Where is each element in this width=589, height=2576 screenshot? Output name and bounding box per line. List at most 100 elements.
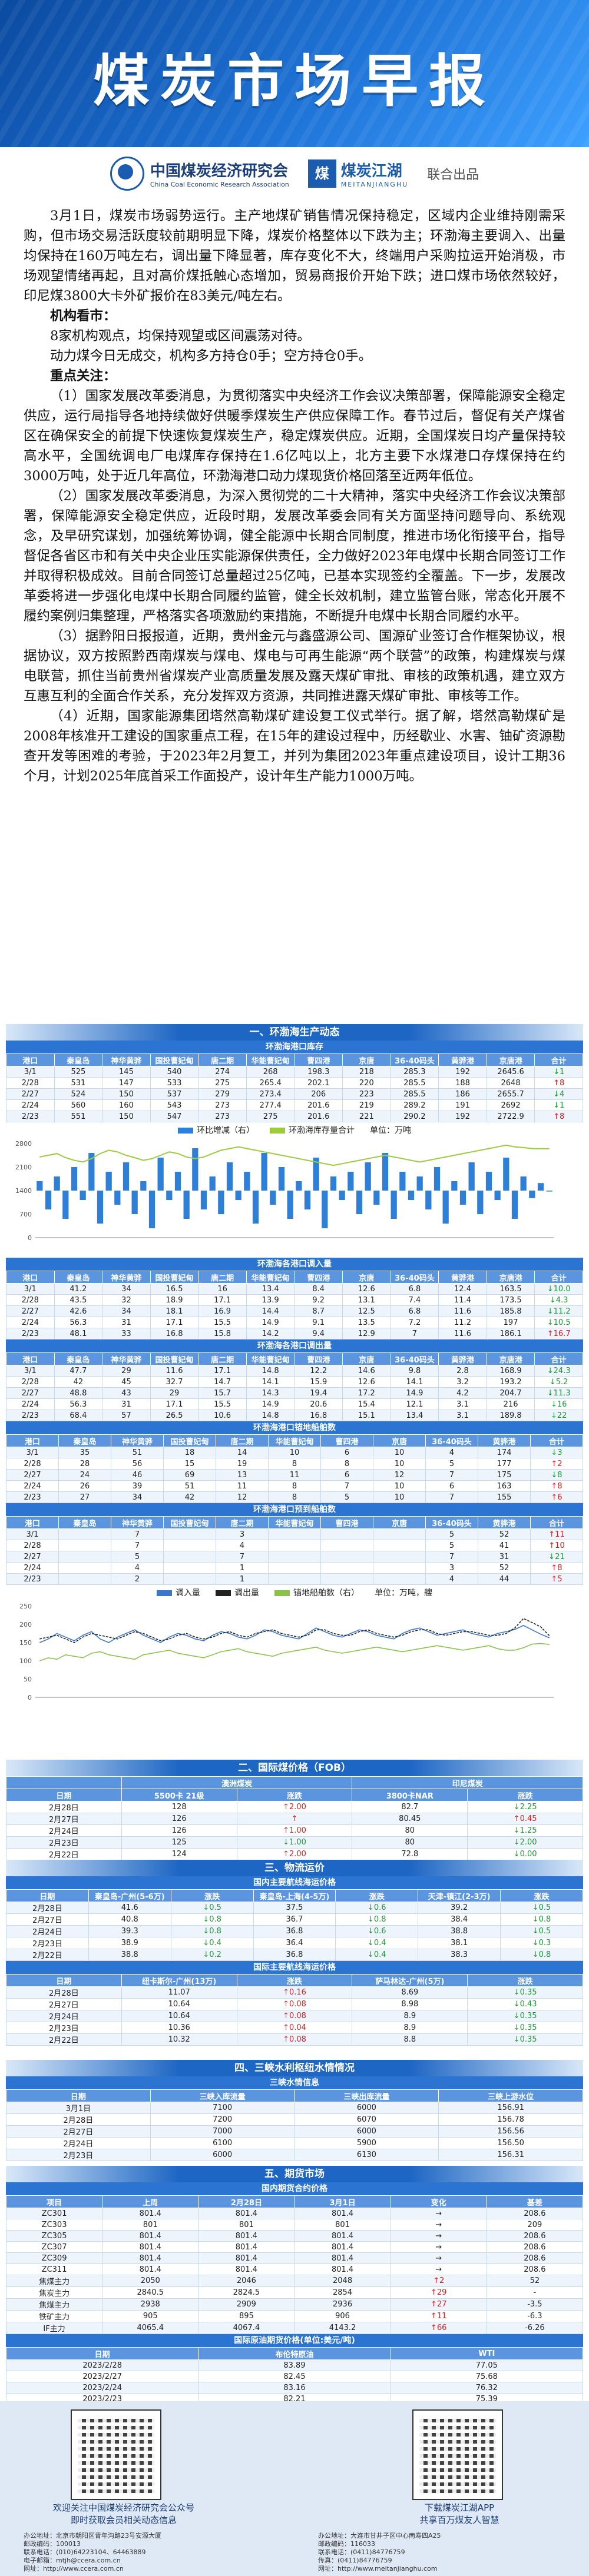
table-cell: 52 bbox=[486, 2275, 584, 2287]
table-row: 2/23 48.1 33 16.8 15.8 14.2 9.4 12.9 7 11.6 186.1 ↑… bbox=[6, 1328, 583, 1339]
table-cell: 36.4 bbox=[253, 1937, 336, 1949]
table-cell: 8.8 bbox=[352, 2033, 468, 2046]
ccera-qr-code[interactable] bbox=[71, 2409, 161, 2500]
footer-info-left: 办公地址：北京市朝阳区青年沟路23号安源大厦 邮政编码：100013 联系电话：… bbox=[24, 2532, 161, 2573]
table-cell: 18 bbox=[163, 1447, 216, 1458]
table-cell: 17.1 bbox=[198, 1294, 247, 1306]
column-header: 上周 bbox=[102, 2195, 199, 2208]
table-cell: ↓0.6 bbox=[335, 1925, 419, 1937]
table-cell: 801.4 bbox=[102, 2230, 199, 2242]
table-cell: 543 bbox=[150, 1099, 199, 1111]
table-cell: 7 bbox=[425, 1491, 478, 1503]
table-cell: 2936 bbox=[294, 2298, 391, 2311]
table-row: 2月23日 6000 6130 156.31 bbox=[6, 2149, 583, 2161]
legend-item: 调出量 bbox=[216, 1587, 259, 1598]
column-header: 三峡上游水位 bbox=[438, 2089, 583, 2102]
table-cell: 10 bbox=[373, 1458, 426, 1470]
table-row: 2月22日 38.8 ↓0.2 36.8 ↓0.4 38.3 ↓0.8 bbox=[6, 1949, 583, 1961]
table-row: 2/23 551 150 547 273 275 201.6 221 290.2 192 2722.… bbox=[6, 1111, 583, 1122]
table-cell: 2648 bbox=[486, 1077, 535, 1089]
meitanjianghu-logo-icon: 煤 bbox=[307, 159, 336, 188]
table-cell: 7.4 bbox=[390, 1294, 439, 1306]
table-cell: 2/24 bbox=[6, 1099, 55, 1111]
inflow-table: 港口 秦皇岛 神华黄骅 国投曹妃甸 唐二期 华能曹妃甸 曹四港 京唐 36-40码头 黄骅港 京唐港… bbox=[6, 1271, 583, 1339]
inventory-chart: 环比增减（右） 环渤海库存量合计 单位：万吨 0 700 1400 2100 2800 bbox=[6, 1122, 583, 1258]
table-cell: 801.4 bbox=[102, 2241, 199, 2253]
table-cell: ↓0.8 bbox=[170, 1913, 254, 1926]
table-cell: 焦煤主力 bbox=[5, 2298, 103, 2311]
table-cell: 76.32 bbox=[390, 2382, 584, 2394]
table-cell: 7 bbox=[320, 1480, 373, 1492]
table-row: 2023/2/24 83.16 76.32 bbox=[5, 2382, 584, 2394]
table-cell: 13.4 bbox=[246, 1283, 295, 1295]
table-cell: 39.2 bbox=[418, 1902, 501, 1914]
change-bar bbox=[37, 1181, 43, 1191]
column-header: 华能曹妃甸 bbox=[246, 1271, 295, 1284]
column-header: 神华黄骅 bbox=[111, 1516, 164, 1529]
column-header: 唐二期 bbox=[216, 1434, 269, 1447]
table-cell: 2月27日 bbox=[6, 1998, 122, 2010]
table-cell: ↓0.8 bbox=[335, 1913, 419, 1926]
table-cell: 2月22日 bbox=[6, 1848, 122, 1860]
table-cell: 12.4 bbox=[438, 1283, 487, 1295]
table-row: 3/1 7 3 5 52 ↑11 bbox=[6, 1528, 583, 1540]
table-cell: 43 bbox=[102, 1387, 151, 1399]
ccera-name: 中国煤炭经济研究会 bbox=[150, 162, 288, 180]
intro-paragraph: （2）国家发展改革委消息，为深入贯彻党的二十大精神，落实中央经济工作会议决策部署… bbox=[24, 488, 565, 624]
table-cell: 221 bbox=[342, 1111, 391, 1122]
table-cell: 10.32 bbox=[121, 2033, 237, 2046]
column-header: 黄骅港 bbox=[438, 1271, 487, 1284]
app-qr-code[interactable] bbox=[412, 2409, 503, 2500]
table-cell: 156.50 bbox=[438, 2137, 583, 2149]
caption-line: 欢迎关注中国煤炭经济研究会公众号 bbox=[52, 2502, 194, 2513]
table-cell: 2月24日 bbox=[6, 2010, 122, 2022]
column-header: 国投曹妃甸 bbox=[150, 1053, 199, 1066]
table-row: 3/1 525 145 540 274 268 198.3 218 285.3 192 2645.6… bbox=[6, 1066, 583, 1078]
table-cell: 2/27 bbox=[6, 1305, 55, 1317]
column-header: 秦皇岛-广州(5-6万) bbox=[88, 1889, 171, 1902]
info-line: 办公地址：大连市甘井子区中心南寿四A25 bbox=[318, 2532, 441, 2540]
table-cell: 273 bbox=[198, 1111, 247, 1122]
column-header: 变化 bbox=[390, 2195, 487, 2208]
footer: 欢迎关注中国煤炭经济研究会公众号 即时获取会员相关动态信息 下载煤炭江湖APP … bbox=[0, 2401, 589, 2576]
change-bar bbox=[71, 1167, 78, 1191]
table-cell: 52 bbox=[478, 1528, 531, 1540]
table-title: 三峡水情信息 bbox=[6, 2076, 583, 2089]
footer-caption-right: 下载煤炭江湖APP 共享百万煤友人智慧 bbox=[336, 2501, 583, 2526]
table-cell: 186 bbox=[438, 1088, 487, 1100]
table-cell: 41.2 bbox=[54, 1283, 103, 1295]
table-cell: 6070 bbox=[294, 2113, 439, 2126]
change-bar bbox=[348, 1172, 354, 1191]
table-cell: 13.4 bbox=[390, 1410, 439, 1421]
table-cell: 2月28日 bbox=[6, 1801, 122, 1813]
change-bar bbox=[313, 1158, 319, 1191]
table-cell: 38.3 bbox=[418, 1949, 501, 1961]
table-cell: -3.5 bbox=[486, 2298, 584, 2311]
change-bar bbox=[304, 1191, 311, 1209]
table-cell: ↓0.35 bbox=[467, 2033, 583, 2046]
table-cell: 48.8 bbox=[54, 1387, 103, 1399]
column-header: 项目 bbox=[5, 2195, 103, 2208]
table-cell: ↓0.5 bbox=[500, 1902, 583, 1914]
table-cell: 46 bbox=[111, 1469, 164, 1481]
table-cell: 16.8 bbox=[294, 1410, 343, 1421]
table-cell: 32 bbox=[102, 1294, 151, 1306]
table-cell: 12.5 bbox=[342, 1305, 391, 1317]
table-cell: ↑11 bbox=[530, 1528, 583, 1540]
brand-name: 煤炭江湖 bbox=[340, 162, 402, 180]
table-cell: 42.6 bbox=[54, 1305, 103, 1317]
info-line: 网址：http://www.meitanjianghu.com bbox=[318, 2565, 438, 2572]
table-cell: 3 bbox=[216, 1528, 269, 1540]
column-header: 萨马林达-广州(5万) bbox=[352, 1974, 468, 1987]
table-cell: 14.8 bbox=[246, 1365, 295, 1377]
table-row: 2月24日 39.3 ↓0.8 36.8 ↓0.6 38.8 ↓0.5 bbox=[6, 1925, 583, 1937]
table-cell: 2854 bbox=[294, 2286, 391, 2299]
legend-label: 调出量 bbox=[234, 1588, 259, 1598]
column-header: 港口 bbox=[6, 1434, 59, 1447]
anchorage-table: 港口 秦皇岛 神华黄骅 国投曹妃甸 唐二期 华能曹妃甸 曹四港 京唐 36-40码头 黄骅港 合计 3… bbox=[6, 1434, 583, 1503]
table-cell: 19.4 bbox=[294, 1387, 343, 1399]
table-cell: 8.98 bbox=[352, 1998, 468, 2010]
table-cell: 5 bbox=[425, 1458, 478, 1470]
table-cell: 188 bbox=[438, 1077, 487, 1089]
table-cell: 2月23日 bbox=[6, 1937, 89, 1949]
